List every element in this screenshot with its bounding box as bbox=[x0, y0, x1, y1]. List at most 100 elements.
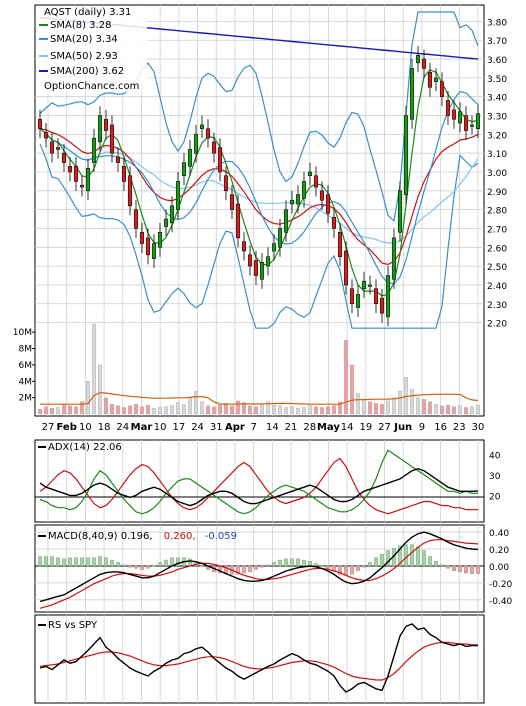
macd-histogram-bar bbox=[110, 559, 114, 567]
candle-body bbox=[145, 237, 151, 256]
candle-body bbox=[289, 199, 295, 205]
price-tick-label: 2.90 bbox=[487, 188, 507, 198]
date-tick-label: 10 bbox=[79, 422, 92, 433]
macd-histogram-bar bbox=[458, 565, 462, 573]
adx-panel: 40 30 20 ADX(14) 22.06 bbox=[34, 439, 501, 523]
candle-body bbox=[277, 228, 283, 248]
candle-body bbox=[439, 81, 445, 97]
volume-bar bbox=[398, 390, 402, 415]
volume-bar bbox=[380, 404, 384, 415]
volume-bar bbox=[350, 364, 354, 415]
volume-bar bbox=[230, 405, 234, 415]
date-tick-label: 21 bbox=[285, 422, 298, 433]
macd-histogram-bar bbox=[278, 559, 282, 567]
candle-body bbox=[181, 162, 187, 177]
macd-tick-label: 0.20 bbox=[489, 546, 509, 556]
volume-tick-label: 2M bbox=[19, 394, 33, 404]
candle-body bbox=[367, 284, 373, 287]
macd-histogram-bar bbox=[62, 558, 66, 567]
macd-histogram-bar bbox=[374, 557, 378, 567]
candle-body bbox=[229, 194, 235, 210]
volume-bar bbox=[170, 405, 174, 415]
candle-body bbox=[433, 77, 439, 82]
macd-histogram-bar bbox=[74, 557, 78, 567]
volume-bar bbox=[272, 404, 276, 415]
macd-histogram-bar bbox=[200, 565, 204, 567]
date-tick-label: 7 bbox=[250, 422, 256, 433]
bollinger-lower-band bbox=[39, 143, 479, 329]
volume-bar bbox=[326, 406, 330, 415]
volume-bar bbox=[410, 389, 414, 415]
candle-body bbox=[421, 58, 427, 69]
volume-bar bbox=[278, 405, 282, 415]
di-plus-line bbox=[39, 449, 478, 515]
volume-axis-labels: 10M 8M 6M 4M 2M bbox=[13, 328, 35, 404]
macd-histogram-bar bbox=[470, 565, 474, 574]
macd-histogram-bar bbox=[260, 565, 264, 568]
price-tick-label: 2.50 bbox=[487, 263, 507, 273]
macd-tick-label: -0.40 bbox=[489, 597, 513, 607]
macd-histogram-bar bbox=[86, 557, 90, 567]
candle-body bbox=[409, 68, 415, 120]
macd-histogram-bar bbox=[80, 557, 84, 567]
macd-histogram-bar bbox=[266, 564, 270, 567]
candlesticks bbox=[37, 45, 481, 327]
volume-bar bbox=[452, 406, 456, 415]
macd-histogram-bar bbox=[122, 564, 126, 567]
macd-histogram-bar bbox=[350, 565, 354, 575]
date-tick-label: 27 bbox=[42, 422, 55, 433]
macd-histogram-bar bbox=[254, 565, 258, 570]
macd-histogram-bar bbox=[446, 565, 450, 569]
date-tick-label: 14 bbox=[266, 422, 279, 433]
candle-body bbox=[463, 115, 469, 131]
candle-body bbox=[157, 231, 163, 248]
adx-line bbox=[39, 467, 479, 507]
legend-background bbox=[37, 6, 147, 92]
candle-body bbox=[73, 166, 79, 182]
candle-body bbox=[79, 184, 85, 188]
macd-histogram-bar bbox=[296, 558, 300, 567]
price-tick-label: 3.70 bbox=[487, 37, 507, 47]
date-tick-label: 14 bbox=[341, 422, 354, 433]
candle-body bbox=[175, 181, 181, 210]
candle-body bbox=[139, 231, 145, 244]
candle-body bbox=[109, 124, 115, 154]
rs-panel: RS vs SPY bbox=[34, 614, 485, 704]
volume-bar bbox=[386, 400, 390, 415]
date-tick-label: 17 bbox=[173, 422, 186, 433]
di-minus-line bbox=[39, 457, 478, 515]
volume-bar bbox=[194, 390, 198, 415]
volume-bar bbox=[416, 397, 420, 415]
macd-histogram-bar bbox=[134, 565, 138, 569]
candle-body bbox=[301, 181, 307, 199]
macd-line bbox=[39, 531, 479, 603]
volume-bar bbox=[116, 405, 120, 415]
volume-bar bbox=[290, 406, 294, 415]
candle-body bbox=[67, 166, 73, 173]
legend-sma8: SMA(8) 3.28 bbox=[50, 20, 111, 31]
volume-bar bbox=[98, 364, 102, 415]
price-tick-label: 3.00 bbox=[487, 169, 507, 179]
price-tick-label: 3.20 bbox=[487, 131, 507, 141]
volume-bar bbox=[236, 400, 240, 415]
candle-body bbox=[391, 237, 397, 280]
candle-body bbox=[295, 194, 301, 205]
macd-tick-label: -0.20 bbox=[489, 580, 513, 590]
volume-bar bbox=[158, 407, 162, 415]
adx-tick-label: 30 bbox=[489, 472, 501, 482]
volume-bar bbox=[422, 399, 426, 415]
candle-body bbox=[469, 124, 475, 127]
candle-body bbox=[253, 260, 259, 276]
date-tick-label: 18 bbox=[98, 422, 111, 433]
volume-bar bbox=[200, 401, 204, 415]
candle-body bbox=[343, 250, 349, 286]
volume-bar bbox=[362, 399, 366, 415]
volume-ma-line bbox=[40, 392, 479, 405]
volume-bar bbox=[404, 377, 408, 415]
volume-bar bbox=[260, 404, 264, 415]
volume-bar bbox=[86, 381, 90, 415]
candle-body bbox=[385, 275, 391, 318]
candle-body bbox=[193, 134, 199, 154]
date-tick-label: Apr bbox=[225, 422, 245, 433]
macd-histogram-bar bbox=[38, 556, 42, 567]
